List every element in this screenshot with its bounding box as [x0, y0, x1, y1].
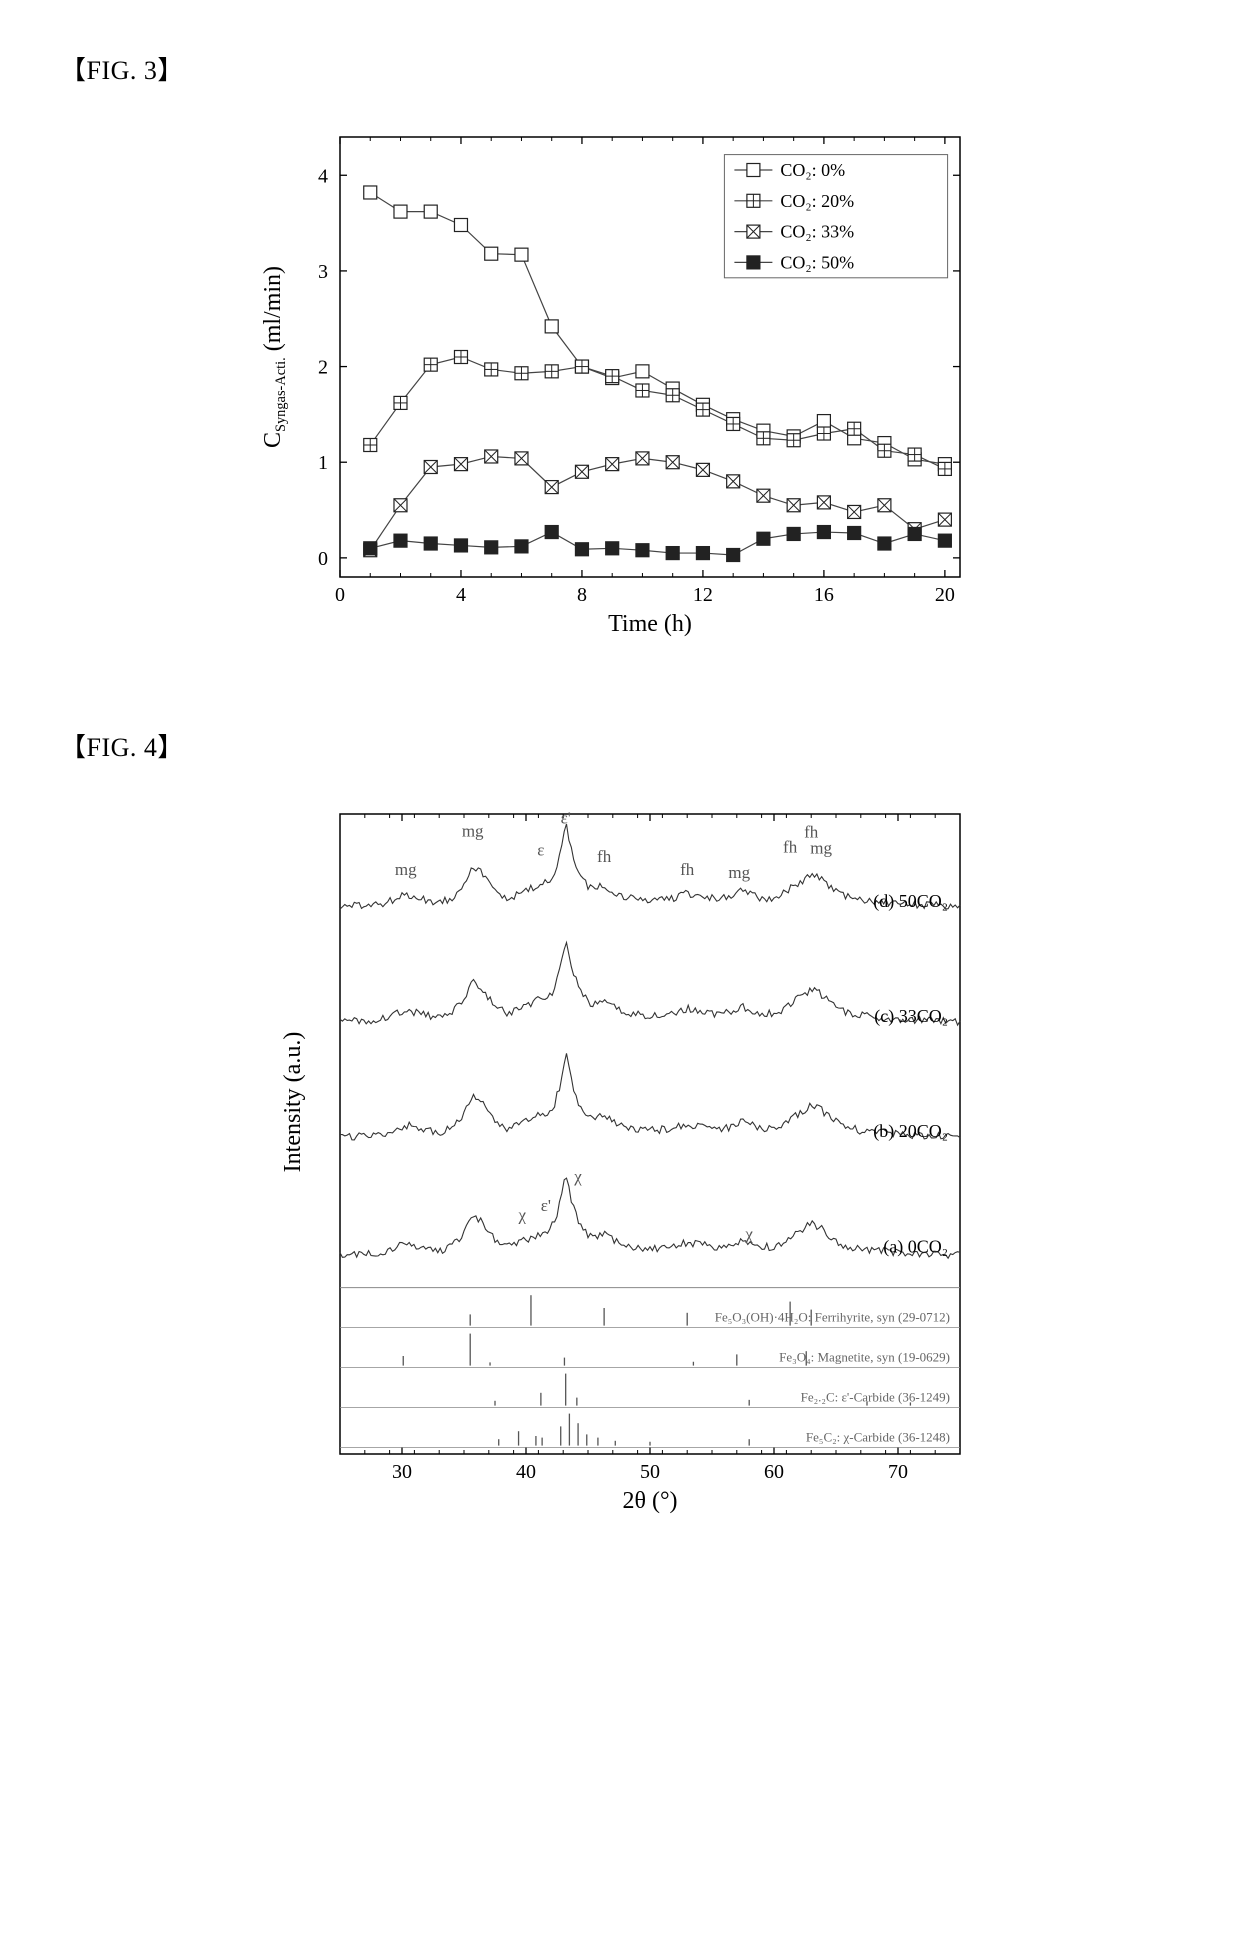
svg-text:4: 4	[456, 584, 466, 606]
svg-text:Fe₃O₄: Magnetite, syn (19-0629: Fe₃O₄: Magnetite, syn (19-0629)	[779, 1350, 950, 1365]
svg-text:mg: mg	[810, 839, 832, 858]
svg-text:ε': ε'	[561, 809, 571, 828]
fig3-heading: 【FIG. 3】	[60, 50, 1180, 87]
svg-text:mg: mg	[728, 863, 750, 882]
svg-text:1: 1	[318, 452, 328, 474]
fig4-container: 30 40 50 60 70 2θ (°) Intensity (a.u.) (d) 50CO…	[60, 784, 1180, 1544]
svg-text:2: 2	[318, 357, 328, 379]
svg-text:40: 40	[516, 1461, 536, 1483]
svg-text:50: 50	[640, 1461, 660, 1483]
svg-text:CO₂: 20%: CO₂: 20%	[780, 191, 854, 211]
svg-text:60: 60	[764, 1461, 784, 1483]
svg-text:Fe₅O₃(OH)·4H₂O: Ferrihyrite, s: Fe₅O₃(OH)·4H₂O: Ferrihyrite, syn (29-071…	[715, 1310, 950, 1325]
svg-text:(c) 33CO₂: (c) 33CO₂	[874, 1006, 948, 1027]
svg-text:8: 8	[577, 584, 587, 606]
svg-text:20: 20	[935, 584, 955, 606]
svg-text:χ: χ	[744, 1225, 753, 1244]
svg-text:(a) 0CO₂: (a) 0CO₂	[883, 1236, 948, 1257]
svg-text:ε': ε'	[541, 1196, 551, 1215]
svg-text:CO₂: 50%: CO₂: 50%	[780, 252, 854, 272]
svg-text:ε: ε	[537, 841, 544, 860]
svg-text:3: 3	[318, 261, 328, 283]
svg-text:CSyngas-Acti. (ml/min): CSyngas-Acti. (ml/min)	[260, 266, 289, 448]
svg-text:fh: fh	[597, 847, 612, 866]
svg-text:CO₂: 33%: CO₂: 33%	[780, 222, 854, 242]
svg-text:mg: mg	[462, 821, 484, 840]
svg-text:χ: χ	[518, 1205, 527, 1224]
svg-text:16: 16	[814, 584, 834, 606]
svg-text:χ: χ	[573, 1167, 582, 1186]
svg-text:0: 0	[335, 584, 345, 606]
svg-text:Intensity (a.u.): Intensity (a.u.)	[280, 1032, 306, 1173]
fig3-chart: 04812162001234Time (h)CSyngas-Acti. (ml/…	[240, 107, 1000, 667]
svg-text:Fe₅C₂: χ-Carbide (36-1248): Fe₅C₂: χ-Carbide (36-1248)	[806, 1430, 950, 1445]
fig3-container: 04812162001234Time (h)CSyngas-Acti. (ml/…	[60, 107, 1180, 667]
svg-text:30: 30	[392, 1461, 412, 1483]
svg-text:0: 0	[318, 548, 328, 570]
svg-text:(b) 20CO₂: (b) 20CO₂	[873, 1121, 948, 1142]
svg-text:4: 4	[318, 165, 328, 187]
fig4-chart: 30 40 50 60 70 2θ (°) Intensity (a.u.) (d) 50CO…	[240, 784, 1000, 1544]
svg-text:fh: fh	[680, 860, 695, 879]
svg-text:(d) 50CO₂: (d) 50CO₂	[873, 891, 948, 912]
svg-text:fh: fh	[783, 837, 798, 856]
svg-text:12: 12	[693, 584, 713, 606]
svg-text:2θ (°): 2θ (°)	[622, 1488, 677, 1514]
svg-text:Time (h): Time (h)	[608, 611, 692, 637]
fig4-heading: 【FIG. 4】	[60, 727, 1180, 764]
svg-text:Fe₂.₂C: ε'-Carbide (36-1249): Fe₂.₂C: ε'-Carbide (36-1249)	[801, 1390, 950, 1405]
svg-text:CO₂: 0%: CO₂: 0%	[780, 160, 845, 180]
svg-text:mg: mg	[395, 860, 417, 879]
svg-text:70: 70	[888, 1461, 908, 1483]
